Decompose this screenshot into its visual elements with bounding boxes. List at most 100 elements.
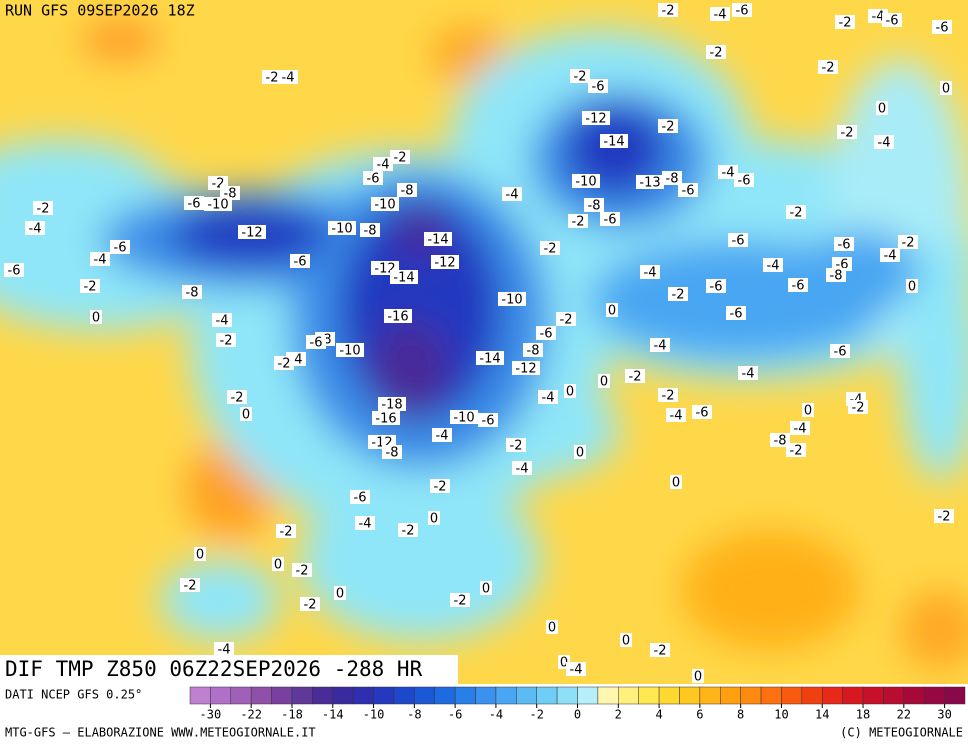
contour-label: 0 — [242, 408, 250, 423]
contour-label-box — [790, 421, 810, 435]
color-legend: -30 -22 -18 -14 -10 -8 -6 -4 -2 0 2 4 6 8 10 14 18 22 30 — [189, 686, 966, 722]
contour-label: 0 — [548, 621, 556, 636]
contour-label: 0 — [694, 670, 702, 685]
contour-label: -2 — [231, 391, 244, 406]
contour-label-box — [360, 223, 380, 237]
contour-label-box — [536, 326, 556, 340]
contour-label: -2 — [841, 126, 854, 141]
contour-label: -8 — [186, 286, 199, 301]
contour-label-box — [390, 270, 418, 284]
legend-swatch — [373, 686, 395, 705]
contour-label-box — [480, 581, 492, 595]
legend-swatch — [699, 686, 721, 705]
contour-label-box — [640, 265, 660, 279]
contour-label-box — [880, 248, 900, 262]
contour-label-box — [194, 547, 206, 561]
contour-label-box — [658, 119, 678, 133]
contour-label: -2 — [304, 598, 317, 613]
contour-label: -4 — [377, 158, 390, 173]
contour-label-box — [732, 3, 752, 17]
contour-label: -2 — [278, 357, 291, 372]
contour-label-box — [502, 187, 522, 201]
contour-label: -10 — [207, 198, 228, 213]
contour-label: -2 — [280, 525, 293, 540]
contour-label: -2 — [220, 334, 233, 349]
legend-swatch — [454, 686, 476, 705]
legend-swatch — [230, 686, 252, 705]
contour-label-box — [636, 175, 664, 189]
contour-label: -4 — [742, 367, 755, 382]
contour-label-box — [378, 397, 406, 411]
contour-label: -2 — [434, 480, 447, 495]
contour-label: -2 — [710, 46, 723, 61]
contour-label-box — [478, 413, 498, 427]
contour-label-box — [272, 557, 284, 571]
contour-label-box — [678, 183, 698, 197]
legend-tick-label: -10 — [363, 708, 385, 722]
legend-tick-label: -6 — [448, 708, 462, 722]
contour-label: -2 — [544, 242, 557, 257]
contour-label: -2 — [574, 70, 587, 85]
contour-label: -6 — [682, 184, 695, 199]
legend-swatch — [923, 686, 945, 705]
contour-label: 0 — [430, 512, 438, 527]
contour-label: -16 — [387, 310, 408, 325]
legend-swatch — [781, 686, 803, 705]
contour-label: -2 — [629, 370, 642, 385]
map-title: DIF TMP Z850 06Z22SEP2026 -288 HR — [5, 657, 423, 681]
legend-swatch — [577, 686, 599, 705]
contour-label-box — [568, 214, 588, 228]
contour-label: -12 — [434, 256, 455, 271]
data-source: DATI NCEP GFS 0.25° — [5, 688, 142, 702]
map-field — [0, 0, 968, 684]
contour-label-box — [932, 20, 952, 34]
run-label: RUN GFS 09SEP2026 18Z — [5, 2, 195, 20]
contour-label-box — [770, 433, 790, 447]
title-box — [0, 655, 458, 684]
legend-swatch — [720, 686, 741, 705]
contour-label: -10 — [453, 411, 474, 426]
contour-label-box — [220, 186, 240, 200]
contour-label-box — [556, 312, 576, 326]
contour-label-box — [498, 292, 526, 306]
contour-label: 0 — [908, 280, 916, 295]
contour-label: -2 — [560, 313, 573, 328]
legend-swatch — [944, 686, 966, 705]
contour-label: -4 — [670, 409, 683, 424]
contour-label: -2 — [790, 444, 803, 459]
contour-label: -8 — [386, 446, 399, 461]
contour-label-box — [625, 369, 645, 383]
contour-label: -2 — [296, 564, 309, 579]
contour-label: 0 — [878, 102, 886, 117]
contour-label: -4 — [436, 429, 449, 444]
contour-label-box — [734, 173, 754, 187]
legend-tick-label: 18 — [856, 708, 870, 722]
contour-label-box — [588, 79, 608, 93]
contour-label: 0 — [566, 385, 574, 400]
contour-label-box — [523, 343, 543, 357]
legend-swatch — [536, 686, 558, 705]
contour-label-box — [278, 70, 298, 84]
contour-label: 0 — [274, 558, 282, 573]
contour-label-box — [570, 69, 590, 83]
contour-labels: -2 -4 -6-2 -4 -6 -6-2-20-2 -4 -2-6-12-2-14-2-40… — [4, 3, 954, 685]
contour-label: -8 — [364, 224, 377, 239]
contour-label: -6 — [738, 174, 751, 189]
contour-label: -4 — [722, 166, 735, 181]
contour-label-box — [430, 479, 450, 493]
contour-label: -2 — [402, 524, 415, 539]
contour-label: -4 — [644, 266, 657, 281]
contour-label: -2 — [394, 151, 407, 166]
contour-label-box — [350, 490, 370, 504]
legend-swatch — [516, 686, 537, 705]
contour-label-box — [584, 198, 604, 212]
legend-swatch — [250, 686, 272, 705]
contour-label: -6 — [834, 345, 847, 360]
legend-swatch — [638, 686, 660, 705]
contour-label-box — [398, 523, 418, 537]
legend-tick-label: -22 — [240, 708, 262, 722]
contour-label: -8 — [774, 434, 787, 449]
contour-label-box — [372, 411, 400, 425]
contour-label: -4 — [878, 136, 891, 151]
contour-label: -2 — [662, 120, 675, 135]
